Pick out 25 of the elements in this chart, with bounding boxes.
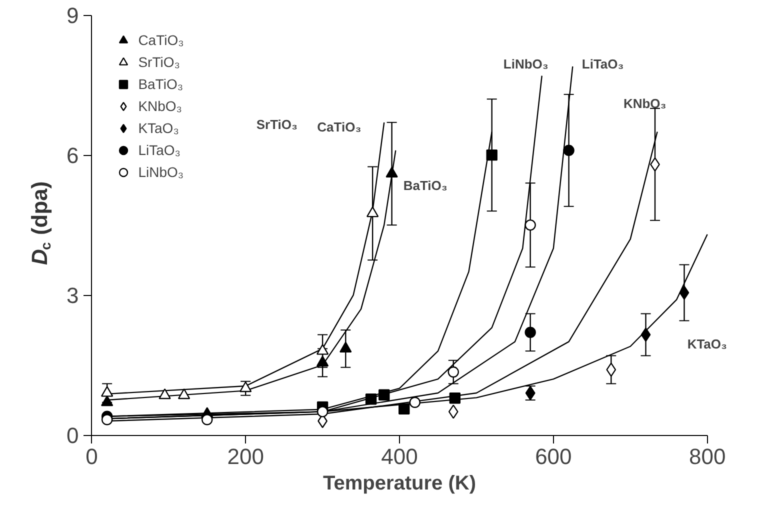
annotation: BaTiO₃	[403, 178, 448, 193]
annotation: CaTiO₃	[317, 120, 362, 135]
legend-label: BaTiO₃	[138, 75, 184, 93]
legend-label: KTaO₃	[138, 119, 179, 137]
x-tick-label: 600	[535, 444, 572, 470]
annotation: SrTiO₃	[256, 117, 298, 132]
x-axis-title: Temperature (K)	[323, 472, 476, 494]
annotation: KTaO₃	[687, 336, 728, 352]
annotation: KNbO₃	[623, 96, 666, 112]
x-tick-label: 400	[381, 444, 418, 470]
legend-label: KNbO₃	[138, 97, 182, 115]
legend-label: CaTiO₃	[138, 31, 184, 49]
y-tick-label: 0	[66, 423, 79, 448]
y-axis-title: Dc (dpa)	[26, 181, 54, 266]
annotation: LiNbO₃	[503, 56, 548, 72]
y-tick-label: 6	[66, 143, 79, 168]
y-tick-label: 9	[66, 3, 79, 28]
y-tick-label: 3	[66, 283, 79, 308]
legend-label: SrTiO₃	[138, 53, 180, 71]
legend-label: LiNbO₃	[138, 163, 184, 181]
x-tick-label: 200	[227, 444, 264, 470]
annotation: LiTaO₃	[582, 56, 624, 72]
legend-label: LiTaO₃	[138, 141, 180, 159]
x-tick-label: 800	[688, 444, 726, 470]
x-tick-label: 0	[86, 444, 98, 470]
